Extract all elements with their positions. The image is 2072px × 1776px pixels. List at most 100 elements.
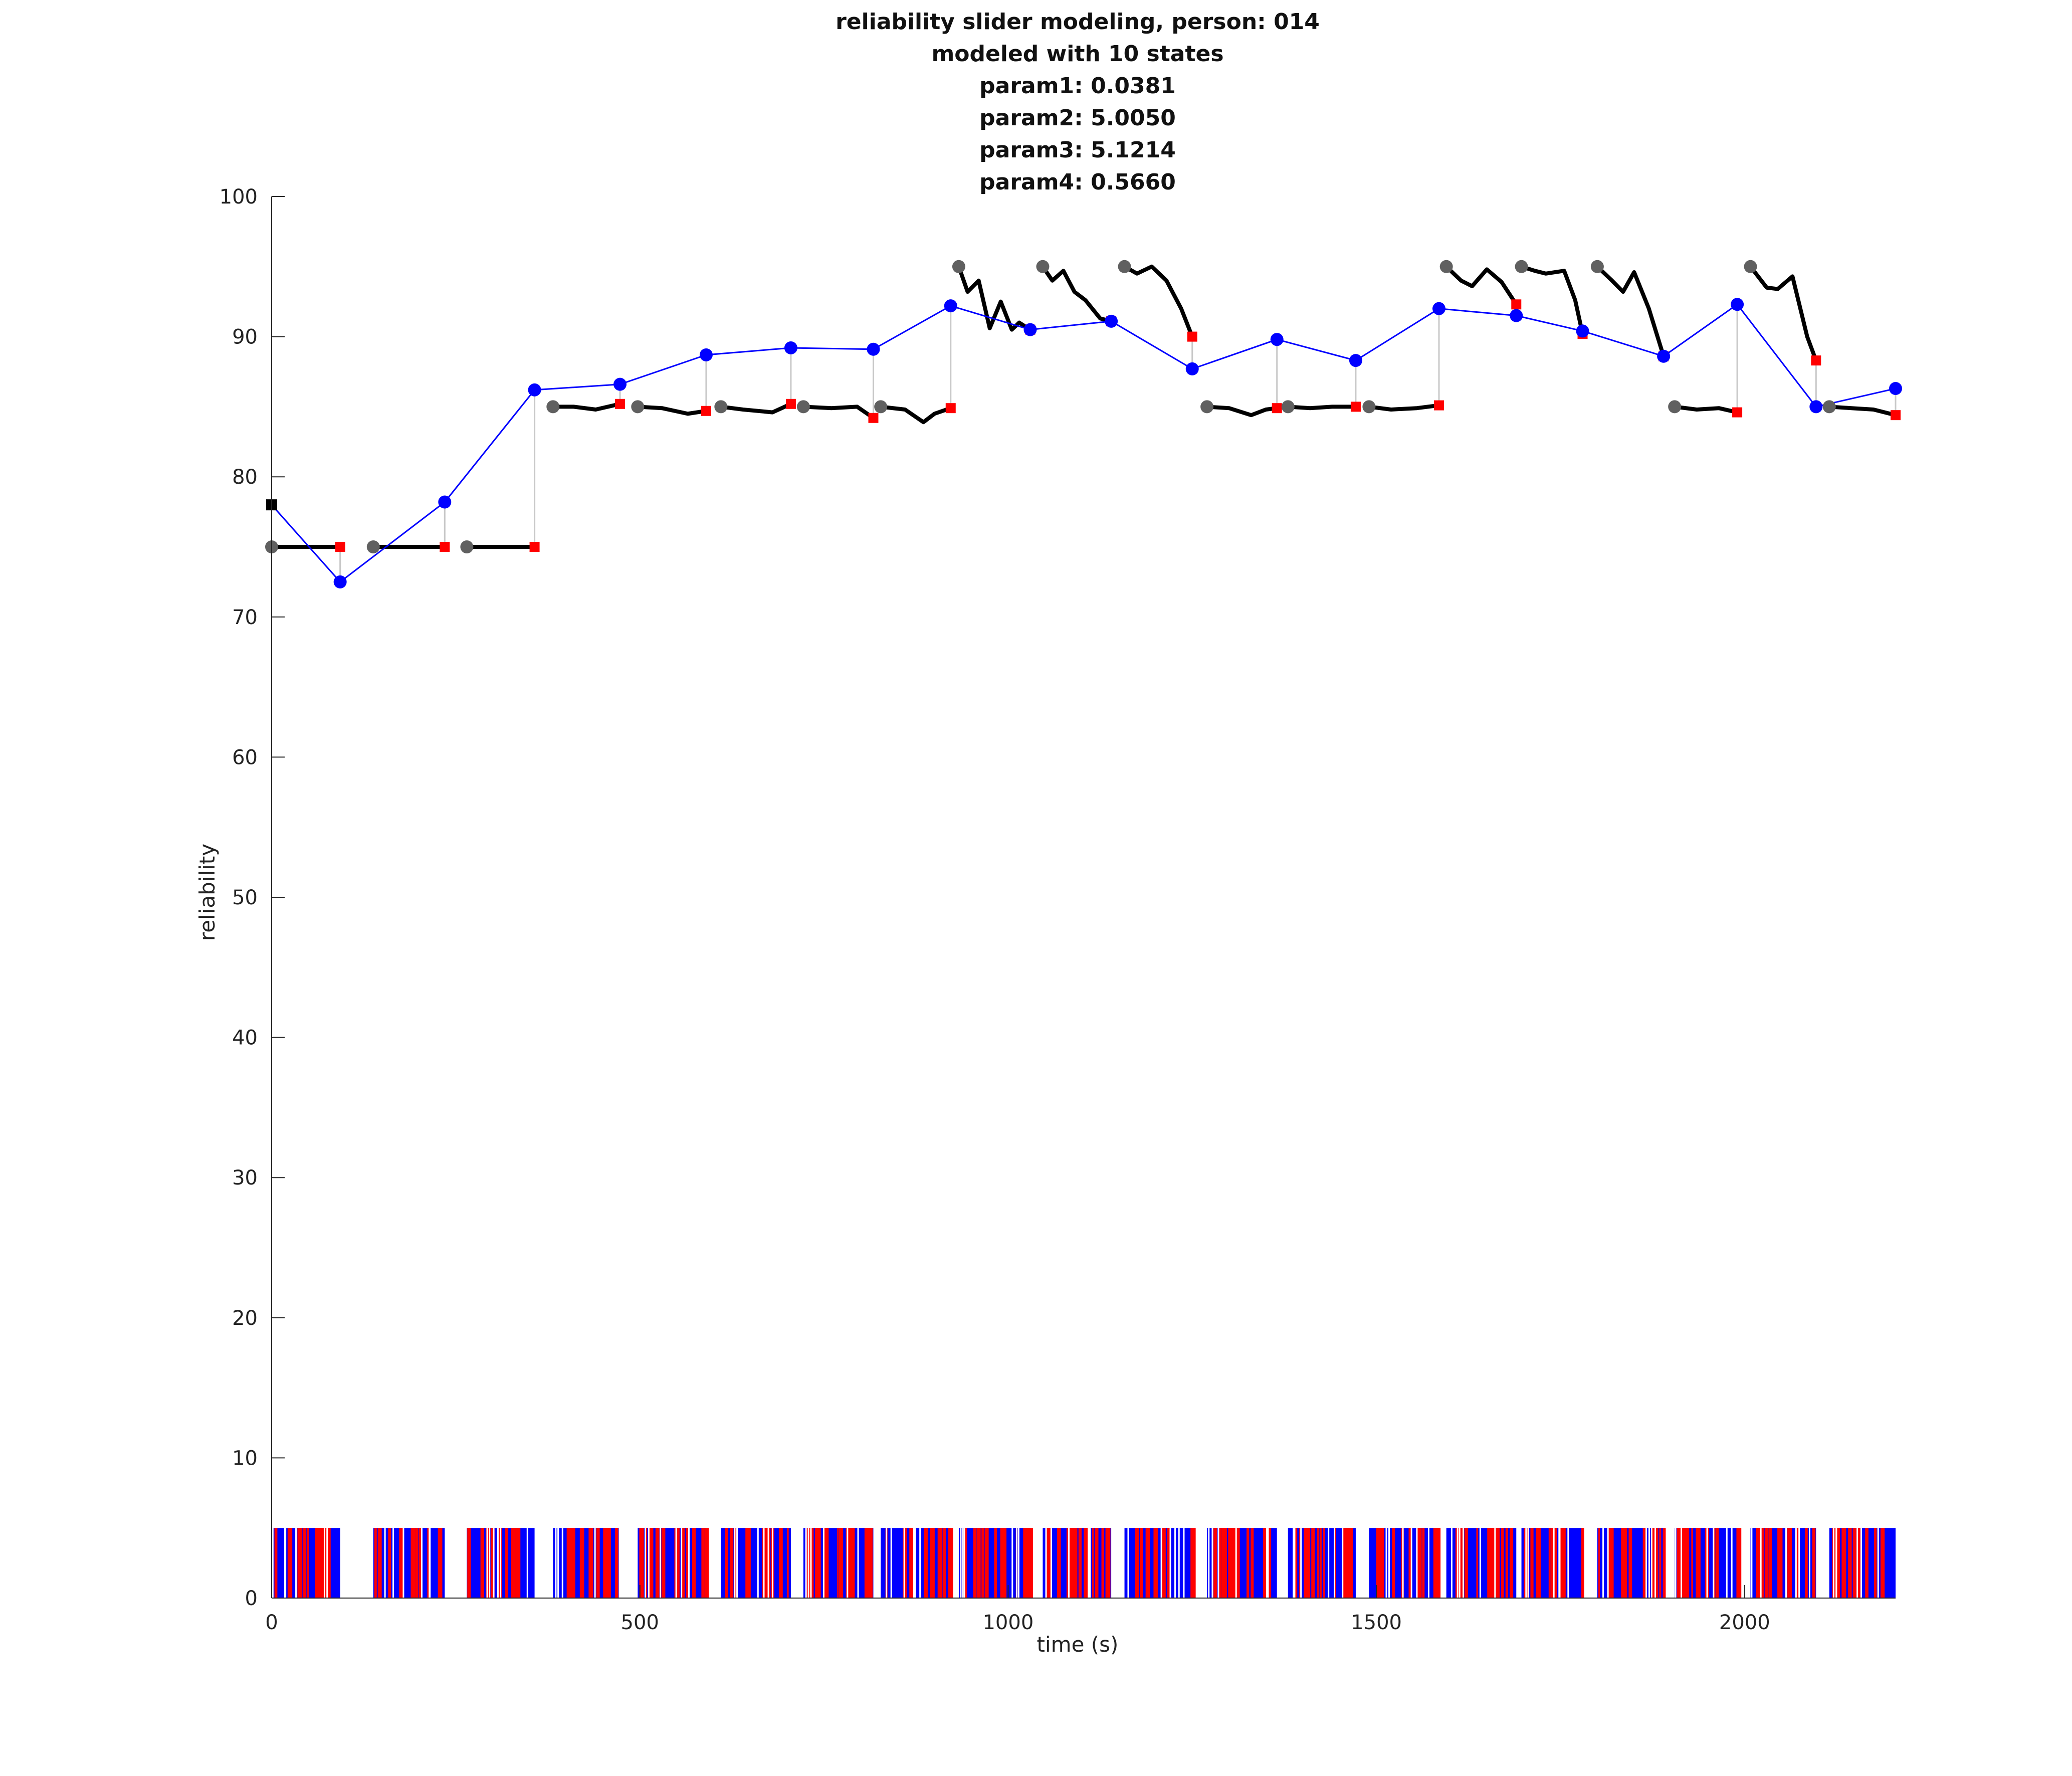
event-stripe xyxy=(491,1528,495,1598)
event-stripe xyxy=(374,1528,377,1598)
slider-curve xyxy=(801,405,876,420)
event-stripe xyxy=(419,1528,423,1598)
event-stripe xyxy=(943,1528,946,1598)
model-point xyxy=(1105,314,1118,328)
event-gap xyxy=(1650,1528,1652,1598)
title-line-5: param3: 5.1214 xyxy=(979,137,1176,163)
segment-start-marker xyxy=(714,400,728,414)
event-gap xyxy=(1654,1528,1656,1598)
event-stripe xyxy=(1778,1528,1783,1598)
event-stripe xyxy=(1682,1528,1685,1598)
event-gap xyxy=(914,1528,916,1598)
x-tick-label: 500 xyxy=(621,1611,659,1634)
event-gap xyxy=(1479,1528,1481,1598)
segment-start-marker xyxy=(1118,260,1131,273)
segment-start-marker xyxy=(1439,260,1453,273)
x-axis-title: time (s) xyxy=(1037,1632,1119,1657)
event-stripe xyxy=(1554,1528,1557,1598)
model-point xyxy=(1657,349,1671,363)
event-stripe xyxy=(1550,1528,1553,1598)
event-stripe xyxy=(1141,1528,1143,1598)
event-stripe xyxy=(1696,1528,1701,1598)
event-gap xyxy=(1267,1528,1269,1598)
y-tick-label: 40 xyxy=(232,1027,258,1050)
segment-start-marker xyxy=(366,540,380,553)
event-stripe xyxy=(1796,1528,1799,1598)
model-point xyxy=(1185,362,1199,375)
x-tick-label: 0 xyxy=(265,1611,278,1634)
event-stripe xyxy=(1501,1528,1504,1598)
event-stripe xyxy=(582,1528,584,1598)
segment-end-marker xyxy=(1891,410,1901,421)
event-stripe xyxy=(399,1528,401,1598)
event-stripe xyxy=(1153,1528,1156,1598)
model-point xyxy=(1889,382,1902,396)
event-stripe xyxy=(780,1528,783,1598)
event-gap xyxy=(1713,1528,1715,1598)
event-gap xyxy=(392,1528,394,1598)
event-gap xyxy=(1017,1528,1019,1598)
model-point xyxy=(333,575,347,588)
event-gap xyxy=(1068,1528,1070,1598)
segment-start-marker xyxy=(1281,400,1295,414)
event-stripe xyxy=(682,1528,685,1598)
segment-start-marker xyxy=(460,540,474,553)
segment-end-marker xyxy=(1732,407,1743,418)
event-stripe xyxy=(1459,1528,1463,1598)
event-stripe xyxy=(910,1528,915,1598)
event-stripe xyxy=(1092,1528,1094,1598)
event-stripe xyxy=(1865,1528,1869,1598)
segment-start-marker xyxy=(1822,400,1836,414)
model-point xyxy=(1349,354,1362,367)
event-gap xyxy=(1832,1528,1834,1598)
event-gap xyxy=(493,1528,495,1598)
event-band xyxy=(638,1528,706,1598)
slider-segment-group xyxy=(270,264,1898,549)
event-gap xyxy=(1050,1528,1052,1598)
event-gap xyxy=(1294,1528,1296,1598)
event-stripe xyxy=(486,1528,491,1598)
event-stripe xyxy=(315,1528,319,1598)
event-stripe xyxy=(438,1528,440,1598)
event-stripe xyxy=(1162,1528,1166,1598)
segment-start-marker xyxy=(1362,400,1376,414)
event-stripe xyxy=(1628,1528,1632,1598)
event-gap xyxy=(822,1528,824,1598)
event-gap xyxy=(1459,1528,1461,1598)
event-stripe xyxy=(655,1528,660,1598)
event-stripe xyxy=(1563,1528,1566,1598)
y-tick-label: 90 xyxy=(232,326,258,349)
event-gap xyxy=(1808,1528,1810,1598)
segment-end-marker xyxy=(1811,355,1821,366)
event-stripe xyxy=(1219,1528,1222,1598)
segment-end-marker xyxy=(1511,299,1522,310)
event-stripe xyxy=(841,1528,844,1598)
y-tick-label: 10 xyxy=(232,1447,258,1470)
event-gap xyxy=(757,1528,759,1598)
event-stripe xyxy=(1323,1528,1325,1598)
event-gap xyxy=(1016,1528,1018,1598)
event-stripe xyxy=(1408,1528,1411,1598)
event-stripe xyxy=(1192,1528,1196,1598)
segment-end-marker xyxy=(1272,403,1282,414)
event-gap xyxy=(1607,1528,1609,1598)
slider-curve xyxy=(1748,264,1818,363)
event-gap xyxy=(1160,1528,1162,1598)
event-stripe xyxy=(814,1528,818,1598)
event-gap xyxy=(1726,1528,1728,1598)
event-stripe xyxy=(1464,1528,1468,1598)
event-stripe xyxy=(1436,1528,1441,1598)
event-stripe xyxy=(1213,1528,1217,1598)
event-gap xyxy=(561,1528,563,1598)
y-tick-label: 20 xyxy=(232,1307,258,1330)
event-stripe xyxy=(818,1528,821,1598)
event-stripe xyxy=(1530,1528,1534,1598)
event-stripe xyxy=(579,1528,584,1598)
title-line-4: param2: 5.0050 xyxy=(979,105,1176,131)
event-stripe xyxy=(1066,1528,1069,1598)
segment-end-marker xyxy=(785,399,796,409)
event-gap xyxy=(1169,1528,1171,1598)
segment-start-marker xyxy=(1744,260,1757,273)
event-gap xyxy=(805,1528,807,1598)
